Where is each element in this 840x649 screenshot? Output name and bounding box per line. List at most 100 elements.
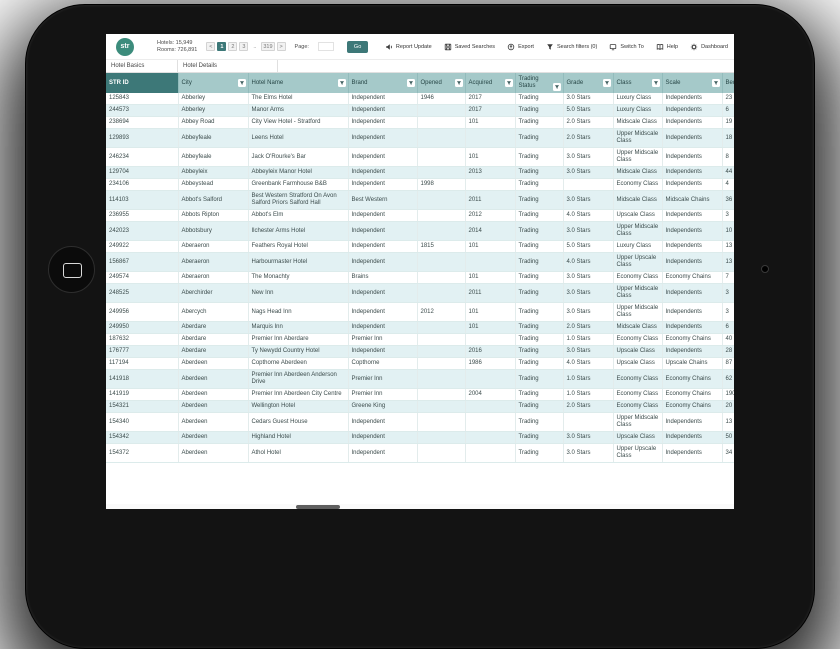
- filter-icon[interactable]: [406, 79, 415, 87]
- cell-class: Upper Midscale Class: [613, 412, 663, 432]
- table-row[interactable]: 141919 Aberdeen Premier Inn Aberdeen Cit…: [106, 388, 734, 401]
- cell-opened: [417, 369, 466, 389]
- table-row[interactable]: 249950 Aberdare Marquis Inn Independent …: [106, 321, 734, 334]
- cell-scale: Independents: [662, 93, 723, 105]
- horizontal-scrollbar[interactable]: [106, 504, 734, 509]
- table-row[interactable]: 129893 Abbeyfeale Leens Hotel Independen…: [106, 128, 734, 148]
- filter-icon[interactable]: [552, 83, 561, 91]
- cell-bedrooms: 3: [722, 302, 734, 322]
- filter-icon[interactable]: [711, 79, 720, 87]
- tab-hotel-basics[interactable]: Hotel Basics: [106, 60, 178, 72]
- dashboard-button[interactable]: Dashboard: [690, 43, 728, 51]
- cell-class: Midscale Class: [613, 166, 663, 179]
- data-grid: STR ID City Hotel Name Brand Opened Acqu…: [106, 73, 734, 509]
- table-row[interactable]: 248525 Aberchirder New Inn Independent 2…: [106, 283, 734, 303]
- saved-searches-button[interactable]: Saved Searches: [444, 43, 495, 51]
- filter-icon[interactable]: [454, 79, 463, 87]
- cell-grade: 3.0 Stars: [563, 345, 614, 358]
- home-button[interactable]: [48, 246, 95, 293]
- table-row[interactable]: 249574 Aberaeron The Monachty Brains 101…: [106, 271, 734, 284]
- column-header-bedrooms: Bedrooms: [722, 73, 734, 93]
- table-row[interactable]: 154321 Aberdeen Wellington Hotel Greene …: [106, 400, 734, 413]
- page-last-button[interactable]: 319: [261, 42, 275, 51]
- table-row[interactable]: 129704 Abbeyleix Abbeyleix Manor Hotel I…: [106, 166, 734, 179]
- table-row[interactable]: 125843 Abberley The Elms Hotel Independe…: [106, 93, 734, 105]
- filter-icon[interactable]: [504, 79, 513, 87]
- filter-icon[interactable]: [237, 79, 246, 87]
- cell-hotel-name: New Inn: [248, 283, 349, 303]
- table-row[interactable]: 244573 Abberley Manor Arms Independent 2…: [106, 104, 734, 117]
- cell-scale: Independents: [662, 302, 723, 322]
- cell-acquired: [465, 431, 516, 444]
- cell-city: Abbotsbury: [178, 221, 249, 241]
- table-row[interactable]: 154340 Aberdeen Cedars Guest House Indep…: [106, 412, 734, 432]
- cell-trading-status: Trading: [515, 209, 564, 222]
- report-update-button[interactable]: Report Update: [385, 43, 432, 51]
- cell-hotel-name: Abbot's Elm: [248, 209, 349, 222]
- cell-hotel-name: Leens Hotel: [248, 128, 349, 148]
- cell-trading-status: Trading: [515, 283, 564, 303]
- cell-grade: 2.0 Stars: [563, 400, 614, 413]
- cell-trading-status: Trading: [515, 431, 564, 444]
- cell-scale: Economy Chains: [662, 333, 723, 346]
- page-prev-button[interactable]: <: [206, 42, 216, 51]
- cell-bedrooms: 13: [722, 240, 734, 253]
- cell-opened: [417, 431, 466, 444]
- scrollbar-thumb[interactable]: [296, 504, 340, 509]
- page-3-button[interactable]: 3: [239, 42, 249, 51]
- table-row[interactable]: 141918 Aberdeen Premier Inn Aberdeen And…: [106, 369, 734, 389]
- cell-brand: Independent: [348, 116, 418, 129]
- export-button[interactable]: Export: [507, 43, 534, 51]
- cell-opened: 2012: [417, 302, 466, 322]
- cell-acquired: 1986: [465, 357, 516, 370]
- cell-hotel-name: Wellington Hotel: [248, 400, 349, 413]
- cell-trading-status: Trading: [515, 252, 564, 272]
- cell-trading-status: Trading: [515, 178, 564, 191]
- cell-trading-status: Trading: [515, 116, 564, 129]
- cell-brand: Independent: [348, 104, 418, 117]
- table-row[interactable]: 117194 Aberdeen Copthorne Aberdeen Copth…: [106, 357, 734, 370]
- table-row[interactable]: 236955 Abbots Ripton Abbot's Elm Indepen…: [106, 209, 734, 222]
- table-row[interactable]: 176777 Aberdare Ty Newydd Country Hotel …: [106, 345, 734, 358]
- filter-icon[interactable]: [602, 79, 611, 87]
- table-row[interactable]: 187632 Aberdare Premier Inn Aberdare Pre…: [106, 333, 734, 346]
- table-row[interactable]: 154342 Aberdeen Highland Hotel Independe…: [106, 431, 734, 444]
- table-row[interactable]: 114103 Abbot's Salford Best Western Stra…: [106, 190, 734, 210]
- cell-city: Abberley: [178, 93, 249, 105]
- table-row[interactable]: 242023 Abbotsbury Ilchester Arms Hotel I…: [106, 221, 734, 241]
- cell-opened: [417, 116, 466, 129]
- search-filters-icon: [547, 43, 553, 50]
- page-next-button[interactable]: >: [276, 42, 286, 51]
- table-row[interactable]: 156867 Aberaeron Harbourmaster Hotel Ind…: [106, 252, 734, 272]
- cell-class: Upscale Class: [613, 431, 663, 444]
- filter-icon[interactable]: [651, 79, 660, 87]
- table-row[interactable]: 238694 Abbey Road City View Hotel - Stra…: [106, 116, 734, 129]
- column-header-trading-status: Trading Status: [515, 73, 564, 93]
- cell-acquired: 101: [465, 147, 516, 167]
- column-header-opened: Opened: [417, 73, 466, 93]
- cell-str-id: 249574: [106, 271, 179, 284]
- tab-hotel-details[interactable]: Hotel Details: [178, 60, 278, 72]
- cell-str-id: 154372: [106, 443, 179, 463]
- cell-brand: Independent: [348, 93, 418, 105]
- table-row[interactable]: 249956 Abercych Nags Head Inn Independen…: [106, 302, 734, 322]
- cell-str-id: 248525: [106, 283, 179, 303]
- page-2-button[interactable]: 2: [228, 42, 238, 51]
- switch-to-button[interactable]: Switch To: [609, 43, 644, 51]
- filter-icon[interactable]: [337, 79, 346, 87]
- page-1-button[interactable]: 1: [217, 42, 227, 51]
- table-row[interactable]: 154372 Aberdeen Athol Hotel Independent …: [106, 443, 734, 463]
- table-row[interactable]: 249922 Aberaeron Feathers Royal Hotel In…: [106, 240, 734, 253]
- cell-grade: 1.0 Stars: [563, 369, 614, 389]
- page-number-input[interactable]: [317, 42, 334, 51]
- search-filters-button[interactable]: Search filters (0): [546, 43, 597, 51]
- cell-brand: Independent: [348, 345, 418, 358]
- go-button[interactable]: Go: [346, 40, 369, 53]
- cell-acquired: [465, 178, 516, 191]
- help-button[interactable]: Help: [656, 43, 678, 51]
- cell-bedrooms: 7: [722, 271, 734, 284]
- cell-city: Aberdare: [178, 333, 249, 346]
- cell-opened: [417, 104, 466, 117]
- table-row[interactable]: 234106 Abbeystead Greenbank Farmhouse B&…: [106, 178, 734, 191]
- table-row[interactable]: 246234 Abbeyfeale Jack O'Rourke's Bar In…: [106, 147, 734, 167]
